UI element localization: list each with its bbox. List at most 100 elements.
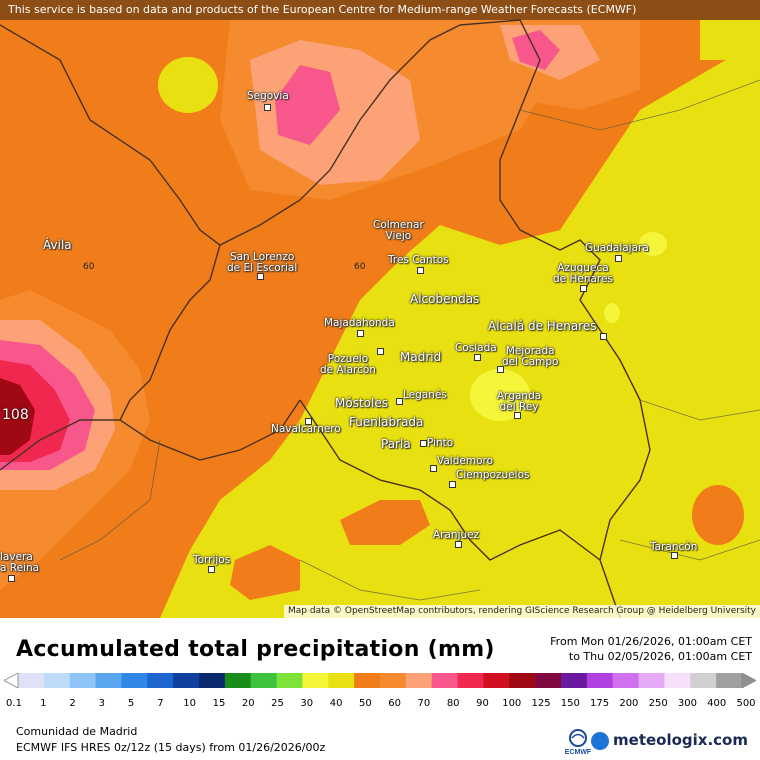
precipitation-field: [0, 0, 760, 618]
city-label: Torrijos: [193, 554, 231, 566]
legend-tick-label: 175: [590, 698, 610, 709]
city-label: Coslada: [455, 342, 497, 354]
legend-color-cell: [302, 673, 329, 688]
city-label: San Lorenzo de El Escorial: [227, 251, 298, 274]
legend-tick-label: 10: [183, 698, 197, 709]
color-scale-bar: [4, 673, 756, 688]
legend-color-cell: [457, 673, 484, 688]
contour-label: 60: [354, 262, 366, 272]
city-label: Navalcarnero: [271, 423, 341, 435]
city-label: Guadalajara: [585, 242, 649, 254]
meteologix-logo-icon: [591, 732, 610, 750]
legend-tick-label: 100: [502, 698, 522, 709]
legend-color-cell: [664, 673, 691, 688]
legend-color-cell: [250, 673, 278, 688]
city-label: lavera a Reina: [0, 551, 40, 574]
legend-tick-label: 150: [560, 698, 580, 709]
precipitation-map[interactable]: This service is based on data and produc…: [0, 0, 760, 618]
legend-color-cell: [69, 673, 97, 688]
model-info: ECMWF IFS HRES 0z/12z (15 days) from 01/…: [16, 741, 326, 754]
legend-tick-label: 40: [329, 698, 343, 709]
legend-color-cell: [612, 673, 640, 688]
period-to: to Thu 02/05/2026, 01:00am CET: [568, 650, 752, 663]
city-label: Azuqueca de Henares: [553, 262, 613, 285]
legend-color-cell: [380, 673, 407, 688]
city-marker: [420, 440, 427, 447]
svg-text:ECMWF: ECMWF: [565, 749, 592, 756]
legend-tick-label: 25: [271, 698, 284, 709]
legend-tick-label: 90: [476, 698, 489, 709]
legend-color-cell: [43, 673, 71, 688]
legend-color-cell: [18, 673, 45, 688]
max-value-label: 108: [2, 407, 29, 423]
legend-tick-label: 2: [69, 698, 76, 709]
legend-max-arrow: [741, 673, 756, 688]
city-label: Tres Cantos: [388, 254, 449, 266]
city-marker: [497, 366, 504, 373]
legend-tick-label: 1: [40, 698, 47, 709]
city-marker: [600, 333, 607, 340]
city-label: Alcobendas: [410, 292, 480, 306]
legend-tick-label: 70: [417, 698, 431, 709]
city-label: Mejorada del Campo: [502, 345, 559, 368]
legend-tick-label: 400: [707, 698, 727, 709]
legend-tick-label: 200: [619, 698, 639, 709]
chart-title: Accumulated total precipitation (mm): [16, 637, 495, 662]
legend-color-cell: [405, 673, 433, 688]
city-label: Pinto: [427, 437, 454, 449]
color-scale-ticks: 0.1 1 2 3 5 7 10 15 20 25 30 40 50 60 70 80 90 100 125 150 1…: [6, 698, 756, 710]
ecmwf-notice: This service is based on data and produc…: [0, 0, 760, 20]
meteologix-brand[interactable]: meteologix.com: [591, 731, 748, 750]
legend-min-arrow: [4, 673, 19, 688]
legend-tick-label: 30: [300, 698, 314, 709]
legend-tick-label: 60: [388, 698, 401, 709]
city-marker: [417, 267, 424, 274]
legend-tick-label: 125: [531, 698, 551, 709]
legend-color-cell: [483, 673, 510, 688]
brand-text: meteologix.com: [613, 731, 748, 749]
ecmwf-logo: ECMWF: [565, 729, 592, 756]
legend-color-cell: [431, 673, 459, 688]
city-marker: [514, 412, 521, 419]
legend-color-cell: [328, 673, 355, 688]
period-from: From Mon 01/26/2026, 01:00am CET: [550, 635, 752, 648]
city-marker: [580, 285, 587, 292]
legend-color-cell: [121, 673, 148, 688]
legend-tick-label: 80: [446, 698, 460, 709]
city-marker: [455, 541, 462, 548]
map-attribution: Map data © OpenStreetMap contributors, r…: [284, 605, 760, 618]
city-label: Tarancón: [650, 541, 698, 553]
legend-color-cell: [509, 673, 536, 688]
city-label: Valdemoro: [437, 455, 494, 467]
city-label: Fuenlabrada: [349, 415, 424, 429]
city-marker: [305, 418, 312, 425]
city-label: Colmenar Viejo: [373, 219, 424, 242]
city-marker: [449, 481, 456, 488]
city-marker: [615, 255, 622, 262]
city-marker: [474, 354, 481, 361]
city-label: Alcalá de Henares: [488, 319, 597, 333]
legend-color-cell: [535, 673, 562, 688]
city-label: Segovia: [247, 90, 289, 102]
city-marker: [377, 348, 384, 355]
city-label: Ávila: [43, 238, 72, 252]
legend-tick-label: 50: [358, 698, 372, 709]
legend-tick-label: 5: [127, 698, 135, 709]
city-label: Majadahonda: [324, 317, 395, 329]
legend-color-cell: [638, 673, 665, 688]
contour-label: 60: [83, 262, 95, 272]
city-marker: [396, 398, 403, 405]
legend-color-cell: [173, 673, 200, 688]
legend-tick-label: 500: [736, 698, 756, 709]
city-marker: [430, 465, 437, 472]
legend-tick-label: 300: [677, 698, 697, 709]
legend-color-cell: [224, 673, 252, 688]
city-marker: [357, 330, 364, 337]
legend-color-cell: [199, 673, 226, 688]
city-marker: [8, 575, 15, 582]
legend-tick-label: 0.1: [6, 698, 22, 709]
legend-color-cell: [561, 673, 588, 688]
city-marker: [208, 566, 215, 573]
city-marker: [257, 273, 264, 280]
